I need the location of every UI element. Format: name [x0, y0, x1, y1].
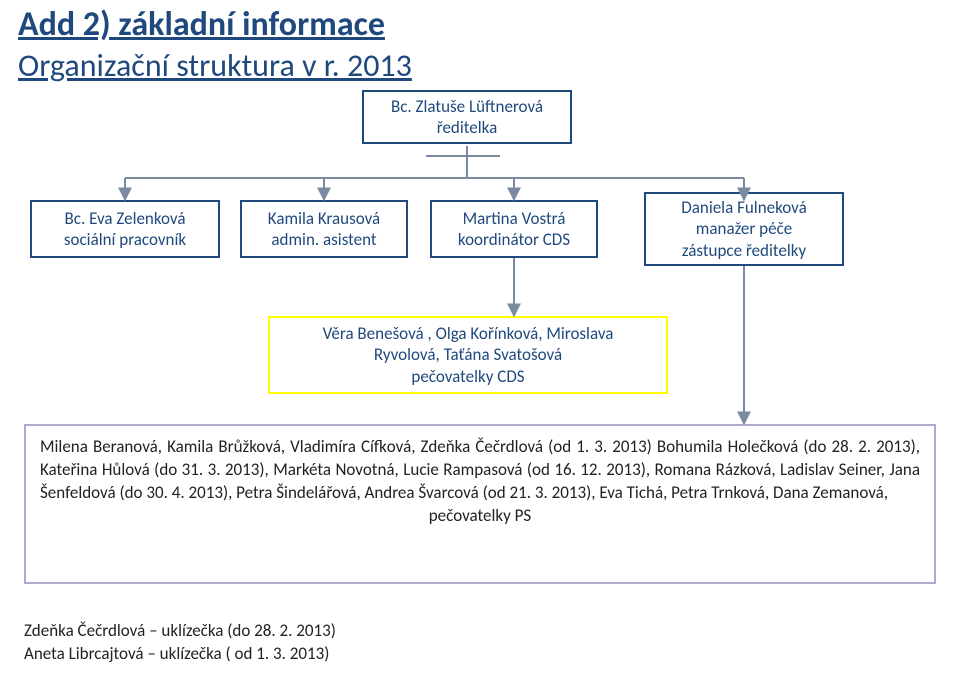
label-line: pečovatelky CDS: [411, 366, 524, 387]
label-line: Bc. Eva Zelenková: [65, 208, 186, 229]
node-caregivers-ps: Milena Beranová, Kamila Brůžková, Vladim…: [24, 424, 936, 584]
label-line: Kamila Krausová: [268, 208, 380, 229]
label-line: Věra Benešová , Olga Kořínková, Miroslav…: [323, 323, 614, 344]
node-social-worker: Bc. Eva Zelenková sociální pracovník: [30, 200, 220, 258]
label-line: Daniela Fulneková: [681, 197, 806, 218]
label-line: zástupce ředitelky: [682, 240, 806, 261]
page-title-1: Add 2) základní informace: [18, 4, 385, 45]
label-line: Ryvolová, Taťána Svatošová: [374, 344, 562, 365]
node-director: Bc. Zlatuše Lüftnerová ředitelka: [362, 90, 572, 144]
footnote-line: Zdeňka Čečrdlová – uklízečka (do 28. 2. …: [24, 620, 336, 643]
label-line: admin. asistent: [271, 229, 376, 250]
footnotes: Zdeňka Čečrdlová – uklízečka (do 28. 2. …: [24, 620, 336, 666]
node-coordinator-cds: Martina Vostrá koordinátor CDS: [430, 200, 598, 258]
label-line: Martina Vostrá: [463, 208, 566, 229]
caregivers-ps-role: pečovatelky PS: [40, 505, 920, 528]
caregivers-ps-names: Milena Beranová, Kamila Brůžková, Vladim…: [40, 436, 920, 503]
director-role: ředitelka: [437, 117, 497, 138]
director-name: Bc. Zlatuše Lüftnerová: [391, 96, 543, 117]
footnote-line: Aneta Librcajtová – uklízečka ( od 1. 3.…: [24, 643, 336, 666]
page-title-2: Organizační struktura v r. 2013: [18, 46, 412, 85]
node-care-manager: Daniela Fulneková manažer péče zástupce …: [644, 192, 844, 266]
label-line: koordinátor CDS: [458, 229, 570, 250]
label-line: manažer péče: [696, 218, 792, 239]
node-admin-assistant: Kamila Krausová admin. asistent: [240, 200, 408, 258]
label-line: sociální pracovník: [64, 229, 186, 250]
node-caregivers-cds: Věra Benešová , Olga Kořínková, Miroslav…: [268, 316, 668, 394]
